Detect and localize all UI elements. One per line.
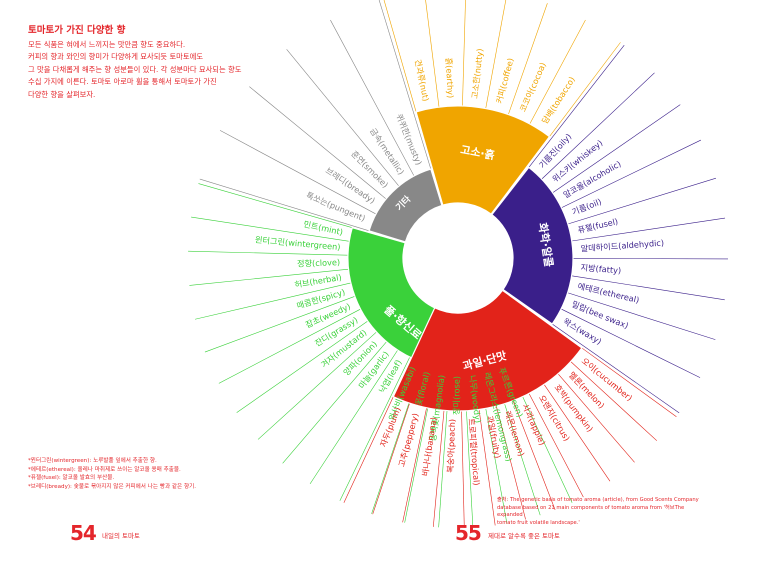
descriptor-divider — [189, 268, 349, 286]
descriptor-divider — [570, 361, 658, 441]
descriptor-label: 코코아(cocoa) — [517, 61, 548, 114]
descriptor-label: 알데하이드(aldehydic) — [580, 238, 664, 254]
descriptor-divider — [339, 356, 411, 501]
descriptor-divider — [372, 403, 410, 515]
descriptor-divider — [552, 323, 680, 414]
page-number-right: 55 — [455, 521, 482, 545]
page-number-left: 54 — [70, 521, 97, 545]
category-chemical-alcohol-label: 화학·알콜 — [536, 222, 556, 268]
source-line: tomato fruit volatile landscape.' — [497, 519, 580, 526]
source-note: 출처: The genetic basis of tomato aroma (a… — [497, 497, 707, 527]
descriptor-divider — [485, 0, 507, 109]
category-other-segment — [368, 168, 443, 243]
source-line: 출처: The genetic basis of tomato aroma (a… — [497, 497, 699, 503]
descriptor-label: 고소한(nutty) — [469, 48, 484, 99]
descriptor-divider — [557, 373, 635, 463]
descriptor-label: 장미(rose) — [451, 376, 461, 415]
descriptor-label: 담배(tobacco) — [540, 75, 577, 126]
footnote: *브레디(bready): 숯불로 볶아지지 않은 커피에서 나는 빵과 같은 … — [28, 483, 197, 490]
page-title-right: 제대로 알수록 좋은 토마토 — [488, 532, 560, 540]
descriptor-divider — [219, 130, 377, 215]
descriptor-divider — [286, 49, 400, 187]
category-fruit-sweet-segment — [392, 289, 583, 412]
descriptor-divider — [378, 0, 432, 170]
descriptor-divider — [496, 406, 526, 520]
descriptor-divider — [561, 139, 702, 209]
intro-line: 수십 가지에 이른다. 토마토 아로마 휠을 통해서 토마토가 가진 — [28, 77, 217, 87]
descriptor-divider — [188, 250, 349, 256]
descriptor-divider — [309, 349, 398, 485]
descriptor-label: 윈터그린(wintergreen) — [255, 234, 341, 252]
descriptor-divider — [191, 216, 350, 242]
footnote: *퓨젤(fusel): 알코올 발효의 부산물. — [28, 475, 115, 482]
intro-line: 다양한 향을 살펴보자. — [28, 89, 96, 99]
footnotes: *윈터그린(wintergreen): 노루발풀 잎에서 추출한 향. *에테르… — [28, 457, 196, 491]
descriptor-divider — [571, 217, 726, 242]
descriptor-divider — [425, 0, 440, 108]
descriptor-divider — [204, 296, 355, 353]
descriptor-label: 정향(clove) — [297, 257, 340, 269]
descriptor-label: 커피(coffee) — [494, 57, 516, 105]
descriptor-divider — [581, 347, 677, 417]
descriptor-divider — [432, 410, 445, 527]
descriptor-divider — [567, 177, 717, 225]
descriptor-divider — [512, 400, 556, 511]
descriptor-divider — [249, 86, 387, 200]
descriptor-label: 기름(oil) — [570, 196, 603, 217]
descriptor-divider — [552, 104, 681, 193]
descriptor-divider — [572, 258, 728, 260]
descriptor-label: 흙(earthy) — [444, 57, 456, 98]
descriptor-divider — [529, 19, 586, 125]
descriptor-label: 허브(herbal) — [294, 272, 343, 290]
descriptor-divider — [528, 45, 625, 168]
descriptor-divider — [198, 183, 353, 228]
descriptor-label: 고추(peppery) — [396, 412, 420, 468]
category-chemical-alcohol-segment — [491, 166, 574, 325]
intro-line: 커피의 향과 와인의 향미가 다양하게 묘사되듯 토마토에도 — [28, 52, 204, 62]
descriptor-divider — [478, 409, 496, 526]
descriptor-divider — [383, 0, 417, 112]
descriptor-divider — [257, 331, 377, 440]
page-title-left: 내일의 토마토 — [102, 532, 140, 540]
descriptor-divider — [330, 19, 415, 177]
intro-paragraph: 모든 식품은 혀에서 느끼지는 맛만큼 향도 중요하다. 커피의 향과 와인의 … — [28, 39, 283, 101]
descriptor-label: 지방(fatty) — [580, 262, 621, 275]
descriptor-divider — [343, 396, 394, 503]
descriptor-divider — [236, 320, 369, 413]
descriptor-divider — [508, 3, 548, 115]
descriptor-divider — [402, 407, 427, 523]
descriptor-divider — [461, 410, 465, 528]
descriptor-divider — [282, 341, 387, 464]
descriptor-divider — [549, 42, 621, 137]
intro-line: 모든 식품은 혀에서 느끼지는 맛만큼 향도 중요하다. — [28, 40, 186, 49]
descriptor-label: 퓨젤(fusel) — [577, 216, 619, 235]
descriptor-divider — [462, 0, 466, 107]
descriptor-divider — [199, 178, 370, 232]
descriptor-label: 견과류(nut) — [413, 58, 431, 102]
descriptor-label: 복숭아(peach) — [445, 419, 457, 473]
footnote: *윈터그린(wintergreen): 노루발풀 잎에서 추출한 향. — [28, 458, 157, 464]
category-earthy-label: 고소·흙 — [459, 142, 496, 162]
category-earthy-segment — [415, 105, 551, 215]
descriptor-label: 에테르(ethereal) — [577, 281, 641, 305]
descriptor-label: 자두(plum) — [378, 406, 403, 449]
descriptor-divider — [541, 72, 655, 180]
descriptor-divider — [194, 282, 351, 320]
descriptor-divider — [543, 384, 611, 482]
descriptor-divider — [218, 308, 361, 384]
source-line: database based on 21 main components of … — [497, 504, 685, 519]
descriptor-divider — [567, 292, 716, 340]
footnote: *에테르(ethereal): 올레나 마취제로 쓰이는 알코올 용매 추출물. — [28, 466, 181, 473]
page-title: 토마토가 가진 다양한 향 — [28, 25, 126, 36]
descriptor-divider — [528, 393, 584, 498]
wheel-center — [404, 204, 512, 312]
descriptor-divider — [560, 308, 701, 378]
intro-line: 그 맛을 다채롭게 해주는 향 성분들이 있다. 각 성분마다 묘사되는 향도 — [28, 64, 242, 74]
descriptor-divider — [571, 275, 725, 301]
